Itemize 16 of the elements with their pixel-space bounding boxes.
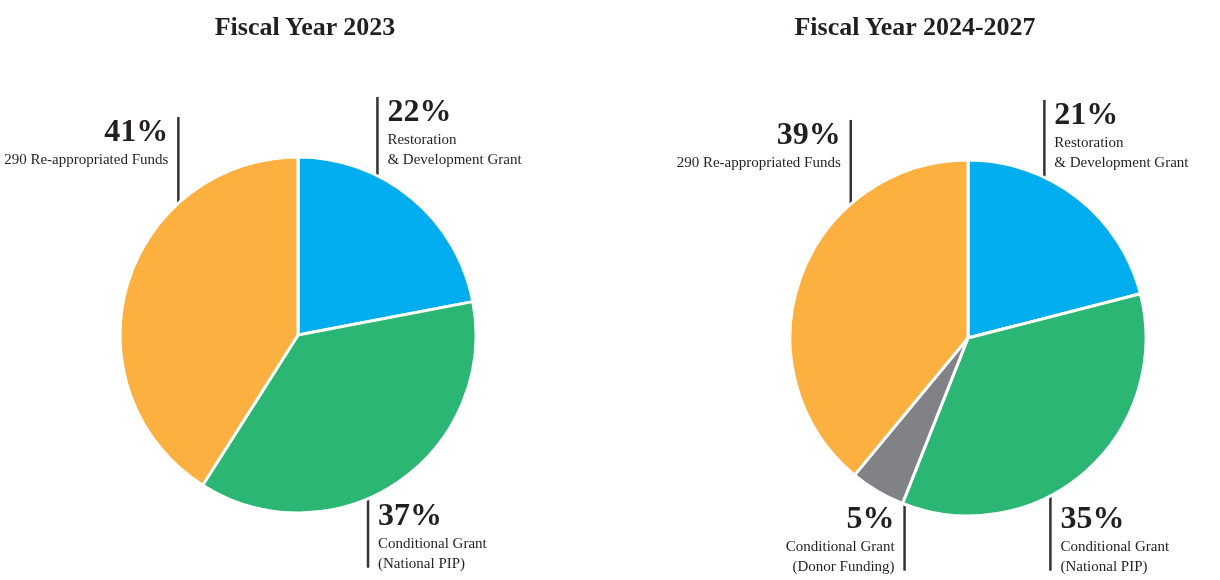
- slice-label: 290 Re-appropriated Funds: [4, 151, 169, 168]
- chart-title: Fiscal Year 2023: [214, 11, 396, 41]
- data-label: 22%: [387, 92, 452, 129]
- slice-label: Conditional Grant (National PIP): [1060, 538, 1170, 576]
- data-label: 35%: [1060, 499, 1125, 536]
- data-label: 41%: [104, 112, 169, 149]
- data-label: 21%: [1054, 95, 1119, 132]
- slice-label: Conditional Grant (National PIP): [378, 535, 488, 573]
- slice-label: Conditional Grant (Donor Funding): [785, 538, 896, 576]
- slice-label: Restoration & Development Grant: [387, 131, 523, 168]
- data-label: 5%: [846, 499, 895, 536]
- slice-label: 290 Re-appropriated Funds: [676, 154, 841, 171]
- chart-title: Fiscal Year 2024-2027: [794, 11, 1036, 41]
- data-label: 39%: [776, 115, 841, 152]
- slice-label: Restoration & Development Grant: [1054, 134, 1190, 171]
- data-label: 37%: [378, 496, 443, 533]
